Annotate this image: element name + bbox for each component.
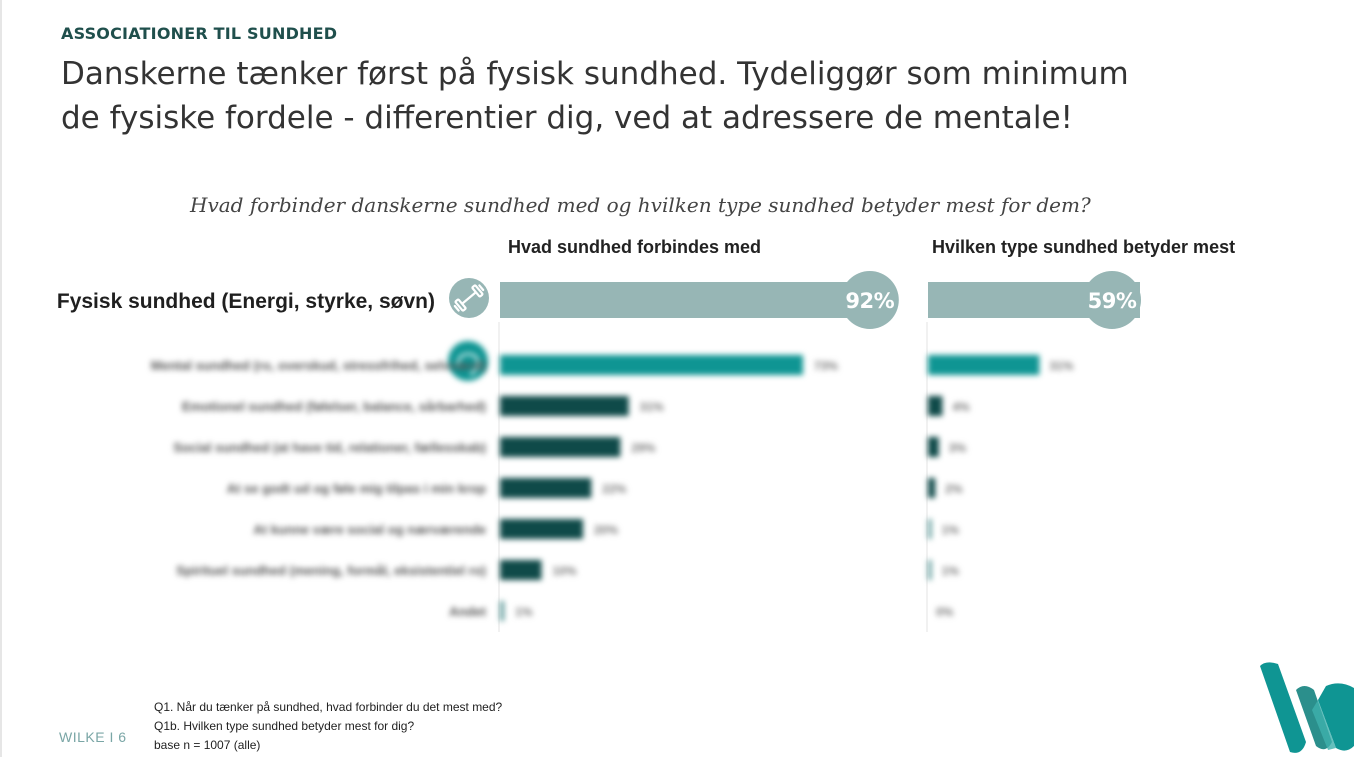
data-label-series-1: 20% xyxy=(594,523,618,537)
headline: Danskerne tænker først på fysisk sundhed… xyxy=(61,56,1129,136)
chart-title: Hvad forbinder danskerne sundhed med og … xyxy=(190,193,1091,217)
bubble-series-2 xyxy=(1083,271,1141,329)
footnote: Q1. Når du tænker på sundhed, hvad forbi… xyxy=(154,698,502,755)
page-marker: WILKE I 6 xyxy=(59,729,127,745)
bubble-series-1 xyxy=(840,271,899,329)
footnote-base: base n = 1007 (alle) xyxy=(154,738,261,752)
bar-series-2 xyxy=(928,396,943,416)
category-label: Andet xyxy=(449,604,487,619)
data-label-series-2: 4% xyxy=(952,400,970,414)
bar-series-1 xyxy=(500,355,803,375)
bar-series-2 xyxy=(928,355,1040,375)
data-label-series-1: 10% xyxy=(553,564,577,578)
series-1-header: Hvad sundhed forbindes med xyxy=(508,237,762,257)
eyebrow-title: ASSOCIATIONER TIL SUNDHED xyxy=(61,24,338,43)
category-label: Fysisk sundhed (Energi, styrke, søvn) xyxy=(57,290,435,313)
brain-icon xyxy=(448,341,488,381)
bar-series-2 xyxy=(928,519,932,539)
data-label-series-1: 29% xyxy=(631,441,655,455)
bar-series-1 xyxy=(500,519,583,539)
bar-series-1 xyxy=(500,478,592,498)
bar-series-1 xyxy=(500,437,621,457)
data-label-series-2: 1% xyxy=(942,523,960,537)
data-label-series-1: 73% xyxy=(814,359,838,373)
footnote-q1b: Q1b. Hvilken type sundhed betyder mest f… xyxy=(154,719,415,733)
category-label: Spirituel sundhed (mening, formål, eksis… xyxy=(176,563,486,578)
data-label-series-2: 1% xyxy=(942,564,960,578)
bar-series-2 xyxy=(928,437,939,457)
category-label: At se godt ud og føle mig tilpas i min k… xyxy=(227,481,486,496)
category-label: Social sundhed (at have tid, relationer,… xyxy=(173,440,486,455)
series-2-header: Hvilken type sundhed betyder mest xyxy=(932,237,1236,257)
data-label-series-2: 3% xyxy=(949,441,967,455)
footnote-q1: Q1. Når du tænker på sundhed, hvad forbi… xyxy=(154,700,503,714)
category-label: Emotionel sundhed (følelser, balance, så… xyxy=(182,399,486,414)
category-label: Mental sundhed (ro, overskud, stressfrih… xyxy=(151,358,486,373)
data-label-series-2: 31% xyxy=(1049,359,1073,373)
left-rule xyxy=(0,0,2,757)
wilke-logo xyxy=(1260,662,1354,753)
data-label-series-1: 31% xyxy=(640,400,664,414)
data-label-series-2: 2% xyxy=(945,482,963,496)
bar-series-1 xyxy=(500,560,542,580)
dumbbell-icon xyxy=(449,278,489,318)
bar-series-2 xyxy=(928,478,936,498)
data-label-series-2: 59% xyxy=(1088,289,1137,313)
bar-series-2 xyxy=(928,560,932,580)
bar-series-1 xyxy=(500,396,629,416)
bar-series-1 xyxy=(500,282,882,318)
data-label-series-1: 1% xyxy=(515,605,533,619)
bar-series-1 xyxy=(500,601,505,621)
data-label-series-1: 22% xyxy=(602,482,626,496)
category-label: At kunne være social og nærværende xyxy=(253,522,486,537)
data-label-series-1: 92% xyxy=(845,289,894,313)
data-label-series-2: 0% xyxy=(936,605,954,619)
